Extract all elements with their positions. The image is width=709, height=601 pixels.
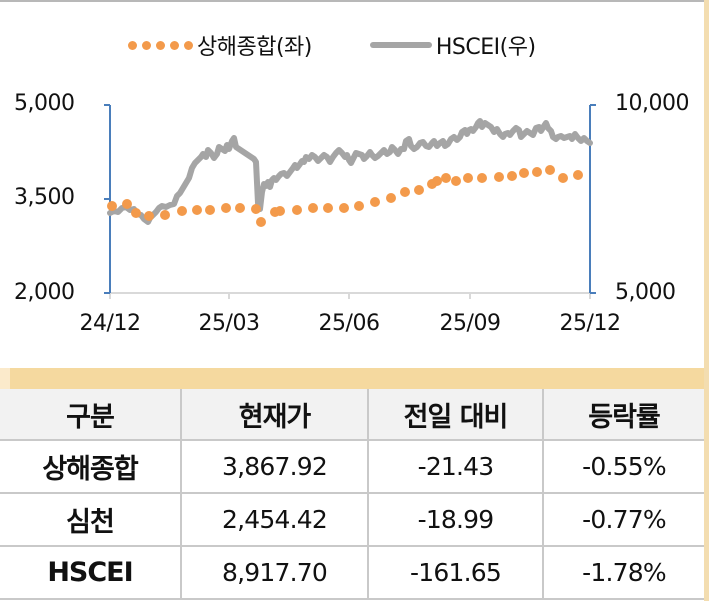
row-rate: -1.78% (542, 545, 704, 600)
row-rate: -0.55% (542, 439, 704, 494)
legend-label-hscei: HSCEI(우) (435, 35, 536, 60)
row-price: 3,867.92 (180, 439, 369, 494)
row-rate: -0.77% (542, 492, 704, 547)
band-left-accent (0, 368, 10, 389)
table-row: 심천 2,454.42 -18.99 -0.77% (0, 492, 704, 547)
table-row: 상해종합 3,867.92 -21.43 -0.55% (0, 439, 704, 494)
legend-item-shanghai: 상해종합(좌) (128, 29, 312, 61)
shanghai-series-dots (107, 165, 583, 227)
table-row: HSCEI 8,917.70 -161.65 -1.78% (0, 545, 704, 600)
left-axis-tick: 3,500 (14, 185, 75, 210)
x-axis-tick: 24/12 (79, 311, 141, 336)
right-border (704, 0, 709, 601)
table-header-row: 구분 현재가 전일 대비 등락률 (0, 389, 704, 441)
row-name: HSCEI (0, 545, 182, 600)
row-price: 8,917.70 (180, 545, 369, 600)
x-axis-tick: 25/06 (318, 311, 380, 336)
header-rate: 등락률 (542, 389, 704, 441)
x-axis-tick: 25/09 (439, 311, 501, 336)
left-axis-tick: 5,000 (14, 91, 75, 116)
dotted-line-icon (128, 40, 193, 50)
top-border (0, 0, 709, 2)
row-change: -161.65 (367, 545, 544, 600)
chart-plot (104, 104, 596, 299)
row-price: 2,454.42 (180, 492, 369, 547)
legend-label-shanghai: 상해종합(좌) (197, 35, 312, 60)
header-category: 구분 (0, 389, 182, 441)
index-chart: 상해종합(좌) HSCEI(우) 5,000 3,500 2,000 10,00… (14, 30, 689, 336)
right-axis-tick: 10,000 (615, 91, 689, 116)
row-name: 심천 (0, 492, 182, 547)
x-axis-tick: 25/03 (198, 311, 260, 336)
legend-item-hscei: HSCEI(우) (312, 29, 536, 61)
row-change: -21.43 (367, 439, 544, 494)
x-axis-tick: 25/12 (559, 311, 621, 336)
solid-line-icon (369, 42, 432, 48)
hscei-series-line (107, 118, 593, 225)
header-change: 전일 대비 (367, 389, 544, 441)
table-header-band (10, 368, 704, 389)
right-axis-tick: 5,000 (615, 280, 676, 305)
left-axis-tick: 2,000 (14, 280, 75, 305)
row-name: 상해종합 (0, 439, 182, 494)
header-price: 현재가 (180, 389, 369, 441)
row-change: -18.99 (367, 492, 544, 547)
chart-legend: 상해종합(좌) HSCEI(우) (128, 30, 536, 60)
index-table: 구분 현재가 전일 대비 등락률 상해종합 3,867.92 -21.43 -0… (0, 389, 704, 600)
